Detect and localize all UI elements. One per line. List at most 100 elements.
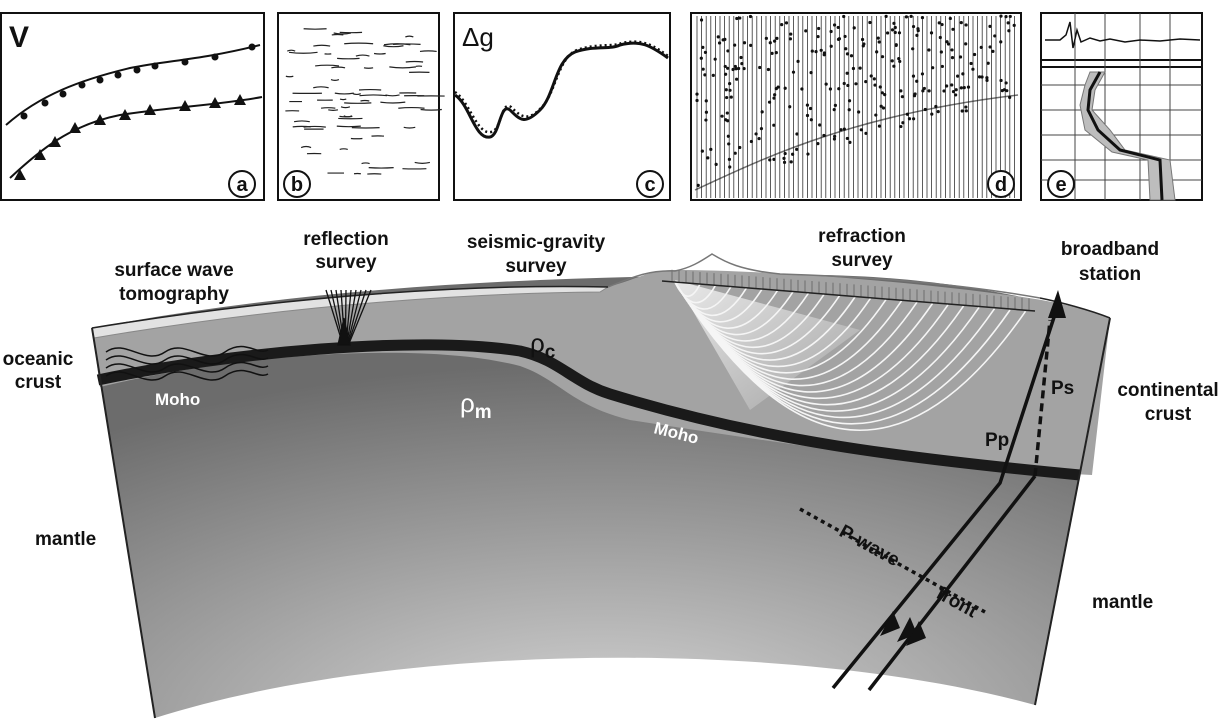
trace-wiggle xyxy=(731,68,734,71)
trace-wiggle xyxy=(971,68,974,71)
trace-wiggle xyxy=(959,55,962,58)
trace-wiggle xyxy=(740,62,743,65)
reflector-segment xyxy=(304,126,326,127)
trace-wiggle xyxy=(727,135,730,138)
trace-wiggle xyxy=(829,87,832,90)
panel-a: V a xyxy=(1,13,264,200)
trace-wiggle xyxy=(961,72,964,75)
trace-wiggle xyxy=(940,23,943,26)
trace-wiggle xyxy=(724,118,727,121)
trace-wiggle xyxy=(844,47,847,50)
trace-wiggle xyxy=(954,93,957,96)
label-mantle-left: mantle xyxy=(35,529,96,550)
trace-wiggle xyxy=(810,118,813,121)
trace-wiggle xyxy=(724,73,727,76)
trace-wiggle xyxy=(965,23,968,26)
trace-wiggle xyxy=(785,21,788,24)
trace-wiggle xyxy=(765,37,768,40)
trace-wiggle xyxy=(749,44,752,47)
reflector-segment xyxy=(404,127,416,128)
velocity-dot xyxy=(21,113,28,120)
trace-wiggle xyxy=(1009,15,1012,18)
trace-wiggle xyxy=(846,72,849,75)
reflector-segment xyxy=(340,99,346,100)
trace-wiggle xyxy=(1007,29,1010,32)
trace-wiggle xyxy=(999,40,1002,43)
trace-wiggle xyxy=(760,127,763,130)
trace-wiggle xyxy=(861,38,864,41)
trace-wiggle xyxy=(908,117,911,120)
panel-c-gravity-label: Δg xyxy=(462,22,494,52)
trace-wiggle xyxy=(726,49,729,52)
trace-wiggle xyxy=(800,87,803,90)
panel-b: b xyxy=(278,13,445,200)
trace-wiggle xyxy=(868,21,871,24)
trace-wiggle xyxy=(898,60,901,63)
trace-wiggle xyxy=(806,104,809,107)
trace-wiggle xyxy=(804,29,807,32)
trace-wiggle xyxy=(991,50,994,53)
trace-wiggle xyxy=(842,15,845,18)
trace-wiggle xyxy=(706,156,709,159)
trace-wiggle xyxy=(939,36,942,39)
trace-wiggle xyxy=(773,93,776,96)
trace-wiggle xyxy=(915,34,918,37)
trace-wiggle xyxy=(874,113,877,116)
trace-wiggle xyxy=(1013,24,1016,27)
trace-wiggle xyxy=(921,16,924,19)
trace-wiggle xyxy=(960,86,963,89)
trace-wiggle xyxy=(843,35,846,38)
trace-wiggle xyxy=(881,91,884,94)
trace-wiggle xyxy=(791,153,794,156)
trace-wiggle xyxy=(949,17,952,20)
panel-a-letter: a xyxy=(236,174,248,196)
trace-wiggle xyxy=(873,77,876,80)
trace-wiggle xyxy=(715,163,718,166)
trace-wiggle xyxy=(930,113,933,116)
trace-wiggle xyxy=(993,34,996,37)
trace-wiggle xyxy=(894,31,897,34)
trace-wiggle xyxy=(718,41,721,44)
reflector-segment xyxy=(340,149,348,150)
panel-e: e xyxy=(1041,13,1202,200)
reflector-segment xyxy=(362,163,370,164)
trace-wiggle xyxy=(734,152,737,155)
trace-wiggle xyxy=(833,137,836,140)
trace-wiggle xyxy=(809,71,812,74)
trace-wiggle xyxy=(795,132,798,135)
reflector-segment xyxy=(331,67,345,68)
trace-wiggle xyxy=(701,150,704,153)
trace-wiggle xyxy=(734,65,737,68)
trace-wiggle xyxy=(915,80,918,83)
trace-wiggle xyxy=(898,31,901,34)
trace-wiggle xyxy=(930,31,933,34)
reflector-segment xyxy=(344,43,373,44)
trace-wiggle xyxy=(714,58,717,61)
trace-wiggle xyxy=(717,35,720,38)
trace-wiggle xyxy=(960,21,963,24)
trace-wiggle xyxy=(897,57,900,60)
trace-wiggle xyxy=(789,32,792,35)
velocity-dot xyxy=(115,72,122,79)
trace-wiggle xyxy=(937,110,940,113)
velocity-dot xyxy=(134,67,141,74)
trace-wiggle xyxy=(738,16,741,19)
trace-wiggle xyxy=(940,50,943,53)
trace-wiggle xyxy=(758,137,761,140)
trace-wiggle xyxy=(859,67,862,70)
trace-wiggle xyxy=(705,99,708,102)
trace-wiggle xyxy=(911,47,914,50)
trace-wiggle xyxy=(846,52,849,55)
trace-wiggle xyxy=(864,132,867,135)
trace-wiggle xyxy=(848,141,851,144)
trace-wiggle xyxy=(788,105,791,108)
trace-wiggle xyxy=(843,82,846,85)
trace-wiggle xyxy=(705,111,708,114)
trace-wiggle xyxy=(891,28,894,31)
trace-wiggle xyxy=(973,53,976,56)
trace-wiggle xyxy=(963,86,966,89)
trace-wiggle xyxy=(817,27,820,30)
trace-wiggle xyxy=(768,101,771,104)
trace-wiggle xyxy=(1007,21,1010,24)
